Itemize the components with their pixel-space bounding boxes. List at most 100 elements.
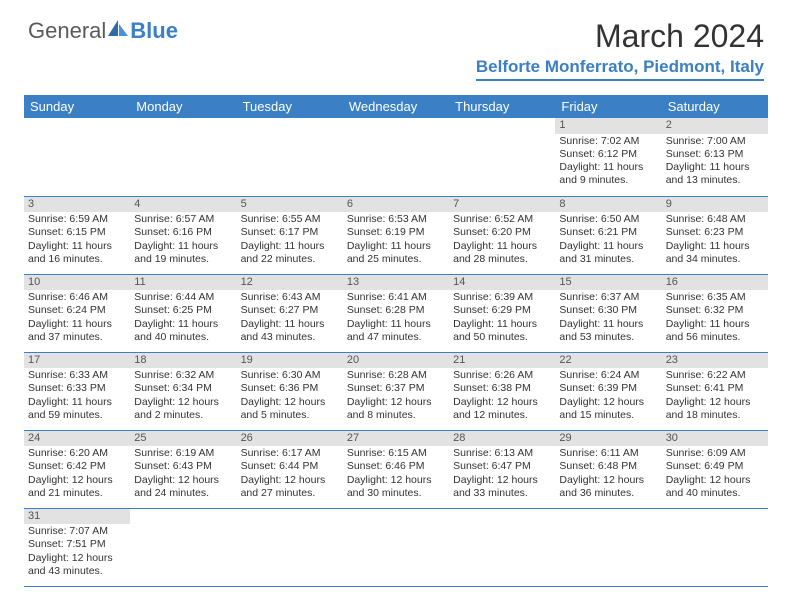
title-block: March 2024 Belforte Monferrato, Piedmont… bbox=[476, 18, 764, 81]
calendar-day: 24Sunrise: 6:20 AMSunset: 6:42 PMDayligh… bbox=[24, 430, 130, 508]
day-number: 8 bbox=[555, 197, 661, 213]
sunset-text: Sunset: 6:49 PM bbox=[666, 460, 764, 473]
sunset-text: Sunset: 6:42 PM bbox=[28, 460, 126, 473]
sunset-text: Sunset: 7:51 PM bbox=[28, 538, 126, 551]
daylight-text: Daylight: 11 hours and 56 minutes. bbox=[666, 318, 764, 344]
sunrise-text: Sunrise: 6:37 AM bbox=[559, 291, 657, 304]
calendar-day: 21Sunrise: 6:26 AMSunset: 6:38 PMDayligh… bbox=[449, 352, 555, 430]
calendar-day: 23Sunrise: 6:22 AMSunset: 6:41 PMDayligh… bbox=[662, 352, 768, 430]
calendar-day: 8Sunrise: 6:50 AMSunset: 6:21 PMDaylight… bbox=[555, 196, 661, 274]
day-body: Sunrise: 6:28 AMSunset: 6:37 PMDaylight:… bbox=[343, 369, 449, 424]
daylight-text: Daylight: 11 hours and 59 minutes. bbox=[28, 396, 126, 422]
sunrise-text: Sunrise: 6:46 AM bbox=[28, 291, 126, 304]
calendar-table: SundayMondayTuesdayWednesdayThursdayFrid… bbox=[24, 95, 768, 587]
sunset-text: Sunset: 6:19 PM bbox=[347, 226, 445, 239]
daylight-text: Daylight: 11 hours and 34 minutes. bbox=[666, 240, 764, 266]
day-number: 4 bbox=[130, 197, 236, 213]
sunrise-text: Sunrise: 6:35 AM bbox=[666, 291, 764, 304]
sunset-text: Sunset: 6:47 PM bbox=[453, 460, 551, 473]
day-number: 24 bbox=[24, 431, 130, 447]
calendar-row: 31Sunrise: 7:07 AMSunset: 7:51 PMDayligh… bbox=[24, 508, 768, 586]
day-body: Sunrise: 6:44 AMSunset: 6:25 PMDaylight:… bbox=[130, 291, 236, 346]
daylight-text: Daylight: 12 hours and 27 minutes. bbox=[241, 474, 339, 500]
day-number: 1 bbox=[555, 118, 661, 134]
day-body: Sunrise: 6:13 AMSunset: 6:47 PMDaylight:… bbox=[449, 447, 555, 502]
sunrise-text: Sunrise: 6:44 AM bbox=[134, 291, 232, 304]
calendar-day: 10Sunrise: 6:46 AMSunset: 6:24 PMDayligh… bbox=[24, 274, 130, 352]
daylight-text: Daylight: 12 hours and 36 minutes. bbox=[559, 474, 657, 500]
calendar-day: 13Sunrise: 6:41 AMSunset: 6:28 PMDayligh… bbox=[343, 274, 449, 352]
sunrise-text: Sunrise: 6:09 AM bbox=[666, 447, 764, 460]
day-number: 20 bbox=[343, 353, 449, 369]
daylight-text: Daylight: 11 hours and 22 minutes. bbox=[241, 240, 339, 266]
sunset-text: Sunset: 6:48 PM bbox=[559, 460, 657, 473]
calendar-row: 1Sunrise: 7:02 AMSunset: 6:12 PMDaylight… bbox=[24, 118, 768, 196]
daylight-text: Daylight: 12 hours and 40 minutes. bbox=[666, 474, 764, 500]
day-body: Sunrise: 6:22 AMSunset: 6:41 PMDaylight:… bbox=[662, 369, 768, 424]
logo: General Blue bbox=[28, 18, 178, 44]
empty-cell bbox=[449, 118, 555, 196]
sunrise-text: Sunrise: 6:26 AM bbox=[453, 369, 551, 382]
sunrise-text: Sunrise: 6:41 AM bbox=[347, 291, 445, 304]
day-body: Sunrise: 6:46 AMSunset: 6:24 PMDaylight:… bbox=[24, 291, 130, 346]
daylight-text: Daylight: 11 hours and 47 minutes. bbox=[347, 318, 445, 344]
sunrise-text: Sunrise: 6:24 AM bbox=[559, 369, 657, 382]
day-number: 11 bbox=[130, 275, 236, 291]
day-body: Sunrise: 6:59 AMSunset: 6:15 PMDaylight:… bbox=[24, 213, 130, 268]
sunset-text: Sunset: 6:17 PM bbox=[241, 226, 339, 239]
daylight-text: Daylight: 12 hours and 43 minutes. bbox=[28, 552, 126, 578]
sunrise-text: Sunrise: 6:32 AM bbox=[134, 369, 232, 382]
sunrise-text: Sunrise: 6:57 AM bbox=[134, 213, 232, 226]
calendar-header-row: SundayMondayTuesdayWednesdayThursdayFrid… bbox=[24, 95, 768, 118]
empty-cell bbox=[662, 508, 768, 586]
sunset-text: Sunset: 6:16 PM bbox=[134, 226, 232, 239]
day-body: Sunrise: 6:37 AMSunset: 6:30 PMDaylight:… bbox=[555, 291, 661, 346]
day-number: 2 bbox=[662, 118, 768, 134]
day-number: 18 bbox=[130, 353, 236, 369]
sunset-text: Sunset: 6:39 PM bbox=[559, 382, 657, 395]
day-number: 13 bbox=[343, 275, 449, 291]
sunset-text: Sunset: 6:28 PM bbox=[347, 304, 445, 317]
daylight-text: Daylight: 11 hours and 25 minutes. bbox=[347, 240, 445, 266]
day-number: 9 bbox=[662, 197, 768, 213]
day-number: 5 bbox=[237, 197, 343, 213]
day-number: 12 bbox=[237, 275, 343, 291]
daylight-text: Daylight: 11 hours and 37 minutes. bbox=[28, 318, 126, 344]
sunset-text: Sunset: 6:46 PM bbox=[347, 460, 445, 473]
weekday-header: Monday bbox=[130, 95, 236, 118]
daylight-text: Daylight: 12 hours and 18 minutes. bbox=[666, 396, 764, 422]
sunrise-text: Sunrise: 6:39 AM bbox=[453, 291, 551, 304]
calendar-day: 4Sunrise: 6:57 AMSunset: 6:16 PMDaylight… bbox=[130, 196, 236, 274]
calendar-day: 3Sunrise: 6:59 AMSunset: 6:15 PMDaylight… bbox=[24, 196, 130, 274]
empty-cell bbox=[343, 508, 449, 586]
sunset-text: Sunset: 6:34 PM bbox=[134, 382, 232, 395]
logo-sail-icon bbox=[108, 20, 130, 38]
empty-cell bbox=[555, 508, 661, 586]
daylight-text: Daylight: 11 hours and 40 minutes. bbox=[134, 318, 232, 344]
sunset-text: Sunset: 6:41 PM bbox=[666, 382, 764, 395]
day-body: Sunrise: 6:30 AMSunset: 6:36 PMDaylight:… bbox=[237, 369, 343, 424]
day-number: 31 bbox=[24, 509, 130, 525]
day-body: Sunrise: 6:17 AMSunset: 6:44 PMDaylight:… bbox=[237, 447, 343, 502]
day-number: 3 bbox=[24, 197, 130, 213]
logo-text-2: Blue bbox=[130, 18, 178, 44]
sunrise-text: Sunrise: 6:28 AM bbox=[347, 369, 445, 382]
weekday-header: Friday bbox=[555, 95, 661, 118]
calendar-day: 31Sunrise: 7:07 AMSunset: 7:51 PMDayligh… bbox=[24, 508, 130, 586]
calendar-day: 26Sunrise: 6:17 AMSunset: 6:44 PMDayligh… bbox=[237, 430, 343, 508]
day-body: Sunrise: 6:50 AMSunset: 6:21 PMDaylight:… bbox=[555, 213, 661, 268]
sunset-text: Sunset: 6:33 PM bbox=[28, 382, 126, 395]
day-number: 7 bbox=[449, 197, 555, 213]
daylight-text: Daylight: 11 hours and 19 minutes. bbox=[134, 240, 232, 266]
sunset-text: Sunset: 6:37 PM bbox=[347, 382, 445, 395]
daylight-text: Daylight: 12 hours and 33 minutes. bbox=[453, 474, 551, 500]
daylight-text: Daylight: 12 hours and 8 minutes. bbox=[347, 396, 445, 422]
sunrise-text: Sunrise: 6:15 AM bbox=[347, 447, 445, 460]
logo-text-1: General bbox=[28, 18, 106, 44]
sunrise-text: Sunrise: 7:07 AM bbox=[28, 525, 126, 538]
calendar-day: 17Sunrise: 6:33 AMSunset: 6:33 PMDayligh… bbox=[24, 352, 130, 430]
daylight-text: Daylight: 11 hours and 43 minutes. bbox=[241, 318, 339, 344]
day-body: Sunrise: 6:52 AMSunset: 6:20 PMDaylight:… bbox=[449, 213, 555, 268]
empty-cell bbox=[449, 508, 555, 586]
sunset-text: Sunset: 6:38 PM bbox=[453, 382, 551, 395]
